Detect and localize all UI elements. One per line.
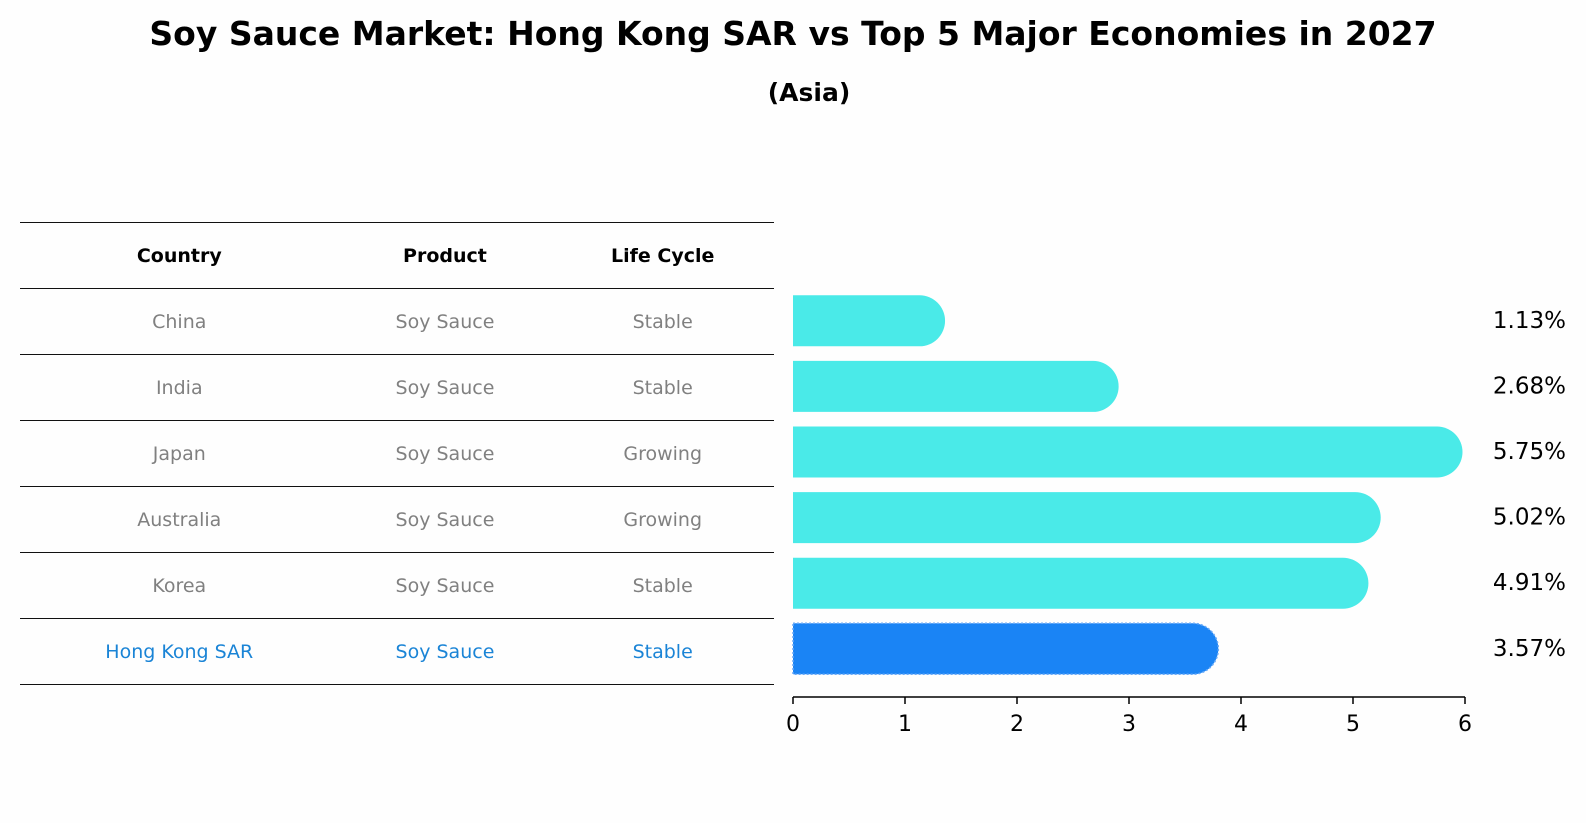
x-tick-label: 3 <box>1122 712 1136 737</box>
country-cell: Korea <box>20 552 339 619</box>
x-tick-label: 2 <box>1010 712 1024 737</box>
x-tick-label: 4 <box>1234 712 1248 737</box>
chart-subtitle: (Asia) <box>767 78 851 107</box>
life-cycle-cell: Stable <box>551 552 774 619</box>
header-country: Country <box>20 222 339 289</box>
product-cell: Soy Sauce <box>338 288 552 355</box>
bar <box>793 360 1119 412</box>
country-cell: Australia <box>20 486 339 553</box>
product-cell: Soy Sauce <box>338 354 552 421</box>
data-label: 4.91% <box>1493 570 1566 596</box>
data-label: 2.68% <box>1493 373 1566 399</box>
header-life-cycle: Life Cycle <box>551 222 774 289</box>
country-cell: Hong Kong SAR <box>20 618 339 685</box>
table-row: Japan Soy Sauce Growing <box>20 420 774 487</box>
x-tick-label: 0 <box>786 712 800 737</box>
life-cycle-cell: Stable <box>551 288 774 355</box>
country-cell: Japan <box>20 420 339 487</box>
table-row: China Soy Sauce Stable <box>20 288 774 355</box>
table-row: Australia Soy Sauce Growing <box>20 486 774 553</box>
life-cycle-cell: Stable <box>551 618 774 685</box>
x-tick-label: 5 <box>1346 712 1360 737</box>
product-cell: Soy Sauce <box>338 486 552 553</box>
data-label: 1.13% <box>1493 308 1566 334</box>
data-label: 5.75% <box>1493 439 1566 465</box>
table-row: Korea Soy Sauce Stable <box>20 552 774 619</box>
product-cell: Soy Sauce <box>338 552 552 619</box>
country-cell: India <box>20 354 339 421</box>
table-row-highlight: Hong Kong SAR Soy Sauce Stable <box>20 618 774 685</box>
life-cycle-cell: Growing <box>551 420 774 487</box>
chart-title: Soy Sauce Market: Hong Kong SAR vs Top 5… <box>149 14 1437 53</box>
bar <box>793 426 1463 478</box>
bar-highlight <box>792 622 1220 676</box>
life-cycle-cell: Stable <box>551 354 774 421</box>
data-label: 5.02% <box>1493 505 1566 531</box>
x-tick-label: 1 <box>898 712 912 737</box>
bar <box>793 295 946 347</box>
bar <box>793 492 1381 544</box>
bar <box>793 557 1369 609</box>
x-tick-label: 6 <box>1458 712 1472 737</box>
table-header-row: Country Product Life Cycle <box>20 222 774 289</box>
life-cycle-cell: Growing <box>551 486 774 553</box>
data-label: 3.57% <box>1493 636 1566 662</box>
market-table: Country Product Life Cycle China Soy Sau… <box>20 222 774 685</box>
table-row: India Soy Sauce Stable <box>20 354 774 421</box>
header-product: Product <box>338 222 552 289</box>
country-cell: China <box>20 288 339 355</box>
product-cell: Soy Sauce <box>338 420 552 487</box>
product-cell: Soy Sauce <box>338 618 552 685</box>
